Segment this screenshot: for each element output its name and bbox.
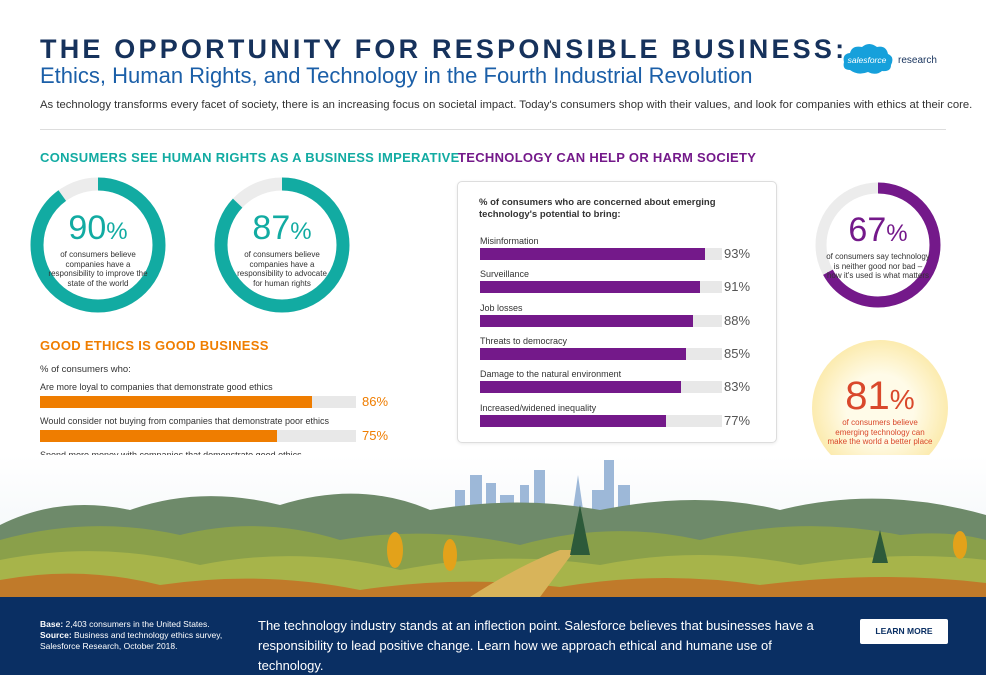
card-title: % of consumers who are concerned about e… — [479, 197, 716, 220]
bar-value: 88% — [724, 312, 751, 328]
source-text: Business and technology ethics survey, S… — [40, 630, 223, 651]
bar-label: Would consider not buying from companies… — [40, 416, 329, 426]
stat-caption: of consumers believe companies have a re… — [237, 250, 327, 288]
bar-label: Damage to the natural environment — [480, 369, 622, 380]
stat-90: 90% of consumers believe companies have … — [48, 210, 148, 288]
base-label: Base: — [40, 619, 64, 629]
stat-81: 81% of consumers believe emerging techno… — [826, 376, 934, 447]
bar-fill — [480, 347, 686, 360]
bar-track — [40, 430, 356, 442]
bar-track — [480, 314, 722, 327]
human-rights-heading: CONSUMERS SEE HUMAN RIGHTS AS A BUSINESS… — [40, 150, 460, 165]
bar-value: 85% — [724, 345, 751, 361]
bar-value: 83% — [724, 379, 751, 395]
concerns-card: % of consumers who are concerned about e… — [457, 181, 777, 443]
bar-track — [40, 396, 356, 408]
bar-track — [480, 414, 722, 427]
ethics-subheading: % of consumers who: — [40, 364, 131, 375]
stat-percent: % — [889, 384, 915, 415]
salesforce-research-logo: salesforce research — [842, 40, 948, 78]
bar-fill — [480, 248, 706, 260]
bar-label: Surveillance — [480, 269, 530, 280]
bar-label: Job losses — [480, 302, 523, 313]
bar-fill — [480, 314, 693, 327]
landscape-illustration — [0, 455, 986, 597]
learn-more-button[interactable]: LEARN MORE — [860, 619, 948, 644]
stat-67: 67% of consumers say technology is neith… — [826, 212, 930, 281]
svg-text:research: research — [898, 55, 937, 66]
stat-percent: % — [106, 218, 128, 245]
bar-label: Are more loyal to companies that demonst… — [40, 382, 273, 392]
svg-text:salesforce: salesforce — [848, 55, 887, 65]
stat-percent: % — [886, 220, 908, 247]
bar-fill — [480, 281, 701, 294]
bar-value: 77% — [724, 412, 751, 428]
bar-fill — [40, 430, 277, 442]
bar-track — [480, 248, 722, 260]
ethics-heading: GOOD ETHICS IS GOOD BUSINESS — [40, 338, 269, 353]
divider — [40, 129, 946, 130]
bar-value: 86% — [362, 394, 389, 409]
bar-fill — [480, 381, 681, 394]
optimism-circle — [812, 340, 948, 476]
bar-value: 91% — [724, 279, 751, 295]
base-text: 2,403 consumers in the United States. — [63, 619, 210, 629]
bar-label: Increased/widened inequality — [480, 402, 597, 413]
footer: Base: 2,403 consumers in the United Stat… — [0, 597, 986, 675]
bar-value: 75% — [362, 428, 389, 443]
bar-track — [480, 281, 722, 294]
bar-track — [480, 381, 722, 394]
stat-number: 81 — [845, 374, 890, 418]
technology-heading: TECHNOLOGY CAN HELP OR HARM SOCIETY — [458, 150, 757, 165]
bar-fill — [40, 396, 312, 408]
intro-text: As technology transforms every facet of … — [40, 99, 973, 111]
stat-caption: of consumers believe emerging technology… — [827, 418, 933, 446]
stat-number: 90 — [68, 209, 107, 247]
stat-percent: % — [290, 218, 312, 245]
stat-number: 67 — [848, 211, 887, 249]
stat-number: 87 — [252, 209, 291, 247]
stat-caption: of consumers say technology is neither g… — [826, 252, 930, 280]
bar-label: Threats to democracy — [480, 335, 568, 346]
cta-text: The technology industry stands at an inf… — [258, 618, 814, 673]
bar-label: Misinformation — [480, 236, 539, 246]
bar-value: 93% — [724, 246, 751, 261]
bar-fill — [480, 414, 667, 427]
bar-track — [480, 347, 722, 360]
stat-87: 87% of consumers believe companies have … — [232, 210, 332, 288]
page-subtitle: Ethics, Human Rights, and Technology in … — [40, 63, 753, 88]
stat-caption: of consumers believe companies have a re… — [48, 250, 148, 288]
page-title: THE OPPORTUNITY FOR RESPONSIBLE BUSINESS… — [40, 34, 848, 64]
methodology-note: Base: 2,403 consumers in the United Stat… — [40, 619, 240, 652]
source-label: Source: — [40, 630, 72, 640]
